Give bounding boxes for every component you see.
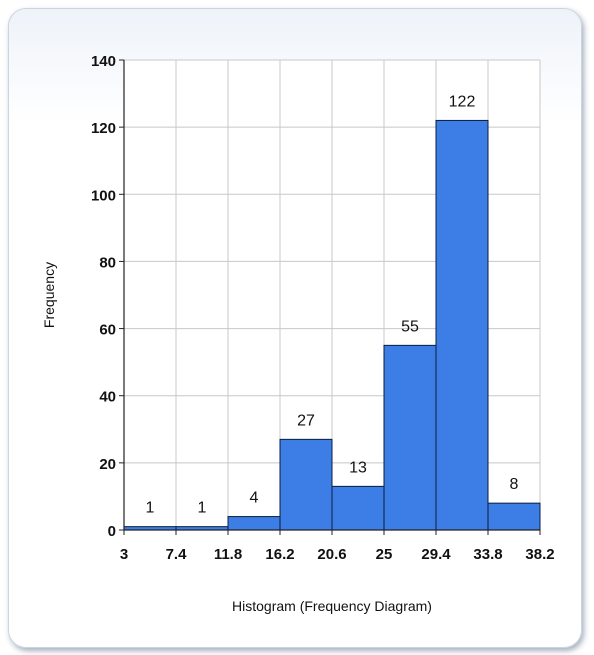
bar-data-label: 55 — [401, 318, 419, 335]
y-tick-label: 0 — [108, 523, 116, 540]
bar-data-label: 8 — [510, 476, 519, 493]
x-axis-title: Histogram (Frequency Diagram) — [232, 598, 432, 614]
x-tick-label: 3 — [120, 546, 128, 563]
x-tick-label: 11.8 — [214, 546, 242, 563]
bar-data-label: 13 — [349, 459, 367, 476]
histogram-bar — [383, 344, 437, 531]
x-tick-label: 25 — [376, 546, 393, 563]
x-tick-label: 33.8 — [473, 546, 502, 563]
y-tick-label: 40 — [99, 389, 116, 406]
bar-data-label: 27 — [297, 412, 315, 429]
axes — [119, 59, 541, 535]
y-tick-label: 20 — [99, 456, 116, 473]
y-tick-label: 120 — [91, 120, 116, 137]
x-tick-label: 29.4 — [421, 546, 451, 563]
y-tick-labels: 0 20 40 60 80 100 120 140 — [91, 53, 116, 540]
histogram-bar — [331, 485, 385, 531]
bar-data-label: 122 — [449, 93, 476, 110]
histogram-bar — [279, 438, 333, 531]
bar-data-label: 4 — [250, 490, 259, 507]
x-tick-label: 7.4 — [166, 546, 188, 563]
x-tick-label: 38.2 — [525, 546, 554, 563]
bar-data-label: 1 — [198, 500, 207, 517]
histogram-bar — [227, 516, 281, 531]
x-tick-label: 20.6 — [317, 546, 346, 563]
histogram-bar — [487, 502, 541, 531]
y-tick-label: 60 — [99, 322, 116, 339]
bar-data-label: 1 — [146, 500, 155, 517]
y-axis-title: Frequency — [41, 262, 57, 328]
x-tick-labels: 3 7.4 11.8 16.2 20.6 25 29.4 33.8 38.2 — [120, 546, 555, 563]
x-tick-label: 16.2 — [265, 546, 294, 563]
histogram-bar — [435, 119, 489, 531]
y-tick-label: 80 — [99, 254, 116, 271]
y-tick-label: 140 — [91, 53, 116, 70]
y-tick-label: 100 — [91, 187, 116, 204]
